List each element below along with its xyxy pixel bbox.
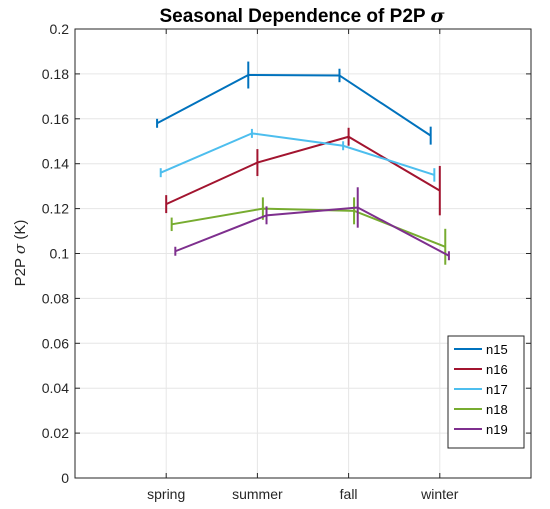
y-tick-label: 0.2 (50, 21, 70, 37)
y-tick-label: 0 (61, 470, 69, 486)
legend: n15 n16 n17 n18 n19 (447, 335, 525, 449)
y-tick-label: 0.02 (42, 425, 69, 441)
series-line (171, 207, 446, 248)
x-tick-label: summer (232, 486, 283, 502)
x-axis: spring summer fall winter (147, 29, 459, 502)
y-tick-label: 0.18 (42, 66, 69, 82)
x-tick-label: fall (340, 486, 358, 502)
y-axis: 0 0.02 0.04 0.06 0.08 0.1 0.12 0.14 0.16 0.18 0.2 (42, 21, 531, 486)
y-tick-label: 0.04 (42, 380, 69, 396)
legend-label: n16 (486, 362, 508, 377)
y-axis-label: P2P σ (K) (11, 220, 29, 287)
series-line (174, 206, 450, 257)
legend-label: n15 (486, 342, 508, 357)
legend-label: n18 (486, 402, 508, 417)
series-line (160, 132, 435, 176)
y-tick-label: 0.14 (42, 156, 69, 172)
y-tick-label: 0.16 (42, 111, 69, 127)
series-line (165, 135, 441, 206)
series-line (156, 74, 432, 137)
y-tick-label: 0.06 (42, 335, 69, 351)
x-tick-label: winter (420, 486, 459, 502)
series-n17 (159, 128, 436, 182)
y-tick-label: 0.1 (50, 246, 70, 262)
series-n19 (174, 187, 450, 261)
series-n15 (156, 61, 432, 145)
series-group (156, 61, 450, 265)
chart-title: Seasonal Dependence of P2P σ (159, 5, 445, 27)
series-n16 (165, 127, 441, 216)
legend-label: n17 (486, 382, 508, 397)
legend-label: n19 (486, 422, 508, 437)
x-tick-label: spring (147, 486, 185, 502)
y-tick-label: 0.12 (42, 201, 69, 217)
y-tick-label: 0.08 (42, 290, 69, 306)
